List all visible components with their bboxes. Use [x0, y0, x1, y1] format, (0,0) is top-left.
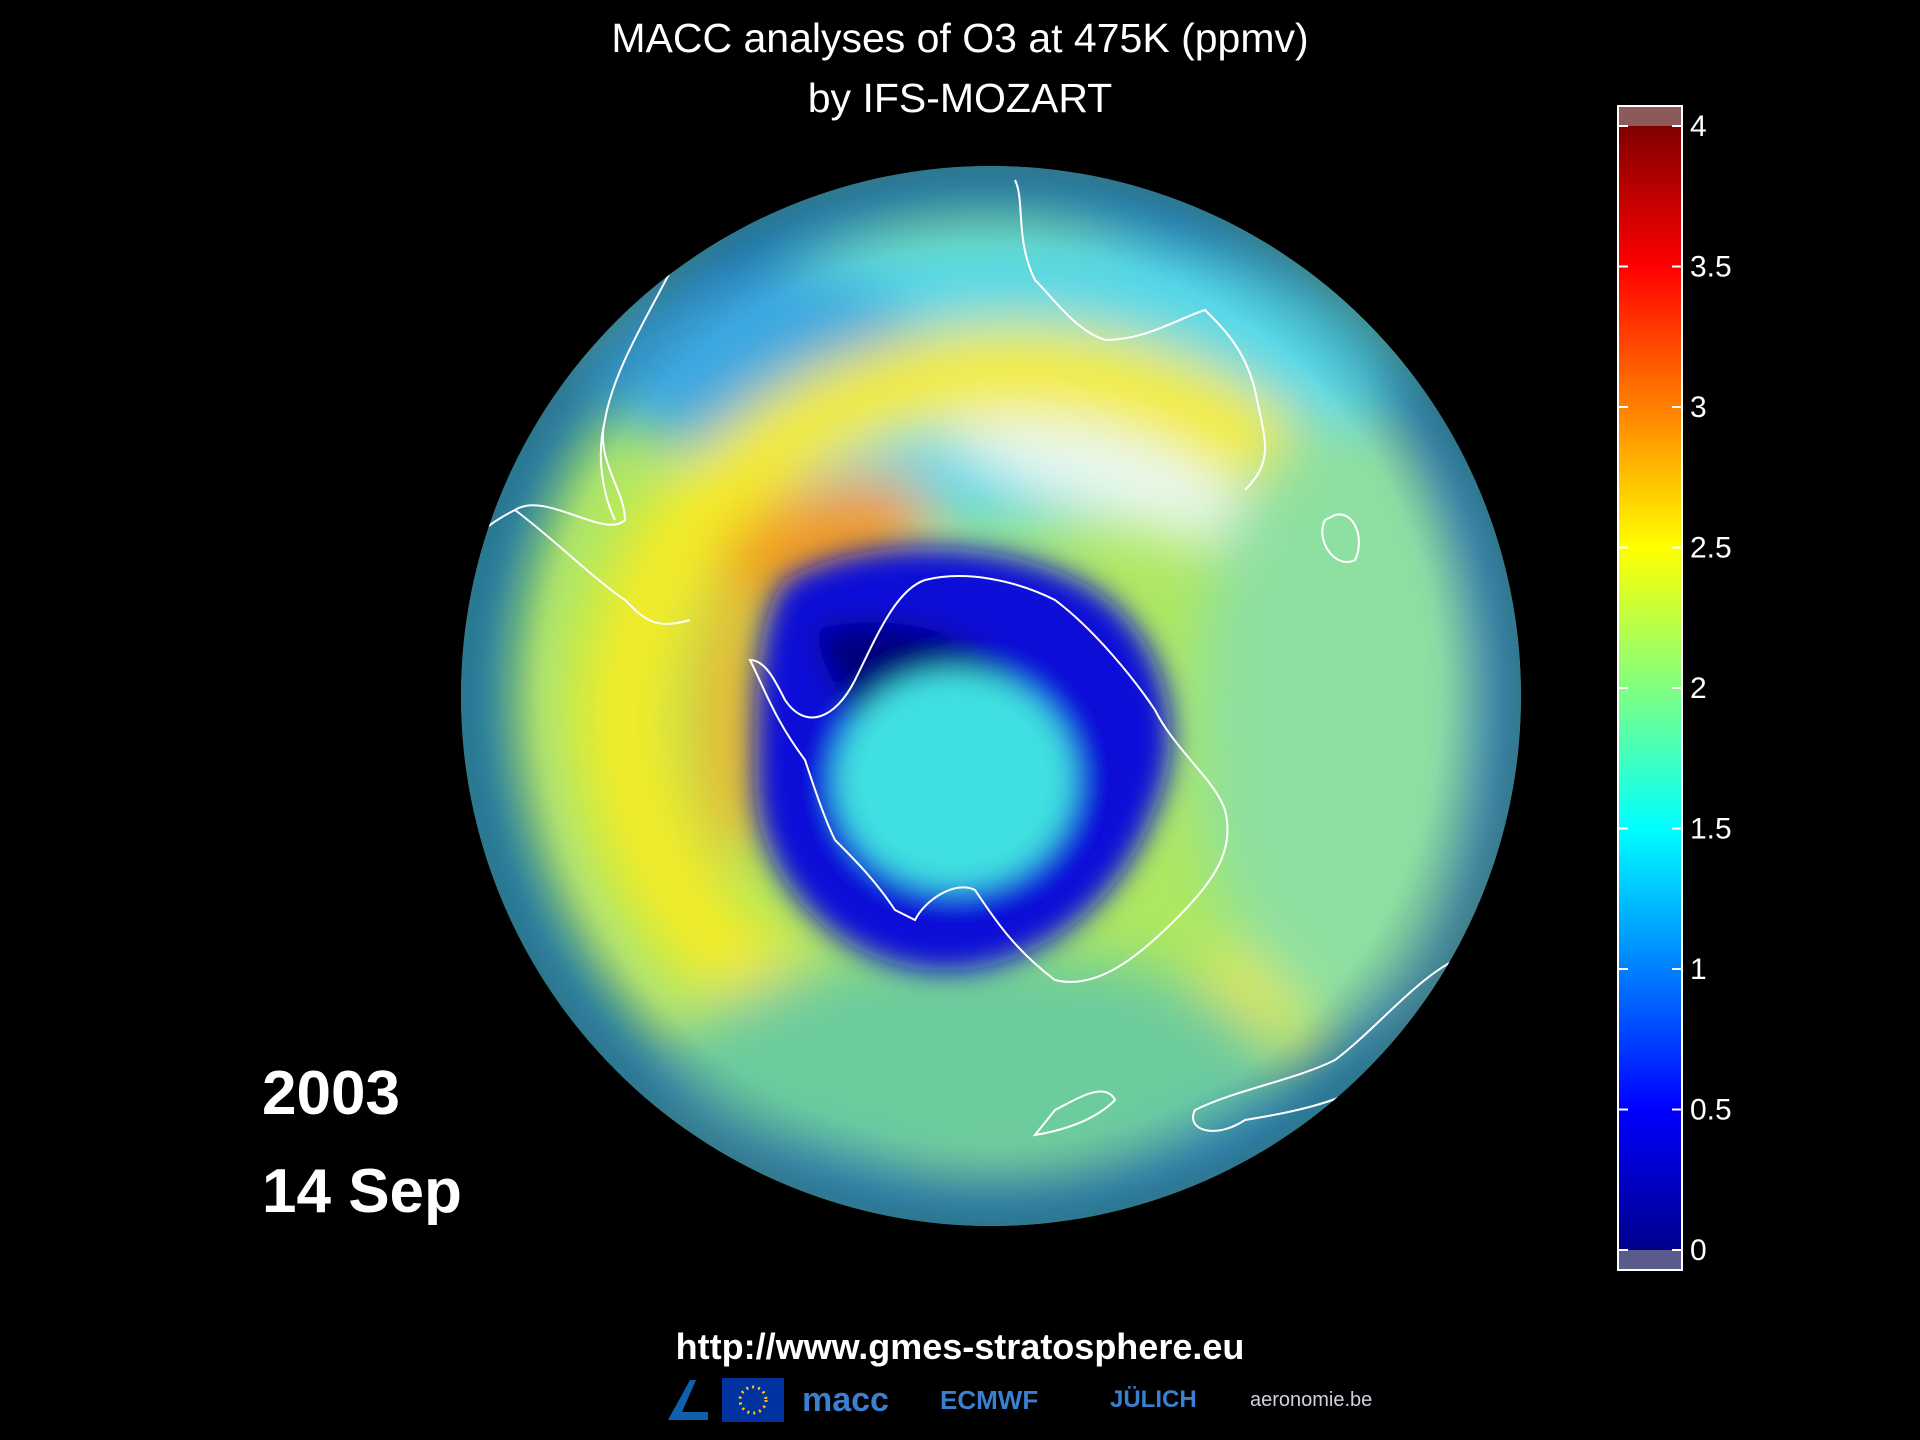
colorbar-tick-label: 0.5 [1690, 1094, 1732, 1127]
coast-antarctica [748, 575, 1229, 983]
eu-flag-icon [722, 1372, 784, 1428]
colorbar-gradient [1618, 126, 1682, 1250]
logo-strip: macc ECMWF JÜLICH aeronomie.be [640, 1372, 1400, 1428]
footer-url[interactable]: http://www.gmes-stratosphere.eu [675, 1326, 1245, 1367]
coast-madagascar [1321, 513, 1360, 563]
coast-new-zealand [1032, 1090, 1117, 1137]
map-title: MACC analyses of O3 at 475K (ppmv) [611, 15, 1309, 61]
colorbar-tick-label: 1.5 [1690, 813, 1732, 846]
coast-africa [1014, 179, 1266, 491]
coastlines [461, 179, 1467, 1137]
ozone-globe-map [461, 166, 1521, 1226]
colorbar-tick-label: 3.5 [1690, 251, 1732, 284]
colorbar-tick-label: 2.5 [1690, 532, 1732, 565]
coast-south-america [461, 239, 691, 625]
logo-juelich: JÜLICH [1110, 1386, 1197, 1413]
logo-macc: macc [802, 1380, 889, 1419]
colorbar-tick-label: 3 [1690, 391, 1707, 424]
colorbar-under-cap [1618, 1250, 1682, 1270]
date-day: 14 Sep [262, 1157, 462, 1226]
colorbar-tick-label: 0 [1690, 1234, 1707, 1267]
date-year: 2003 [262, 1059, 400, 1128]
logo-ecmwf: ECMWF [940, 1384, 1039, 1415]
logo-aeronomie: aeronomie.be [1250, 1388, 1373, 1411]
colorbar: 4 3.5 3 2.5 2 1.5 1 0.5 0 [1617, 105, 1732, 1271]
colorbar-over-cap [1618, 106, 1682, 126]
colorbar-tick-label: 4 [1690, 110, 1707, 143]
colorbar-tick-label: 2 [1690, 672, 1707, 705]
logo-icon [660, 1372, 716, 1428]
map-subtitle: by IFS-MOZART [807, 75, 1113, 121]
colorbar-tick-label: 1 [1690, 953, 1707, 986]
